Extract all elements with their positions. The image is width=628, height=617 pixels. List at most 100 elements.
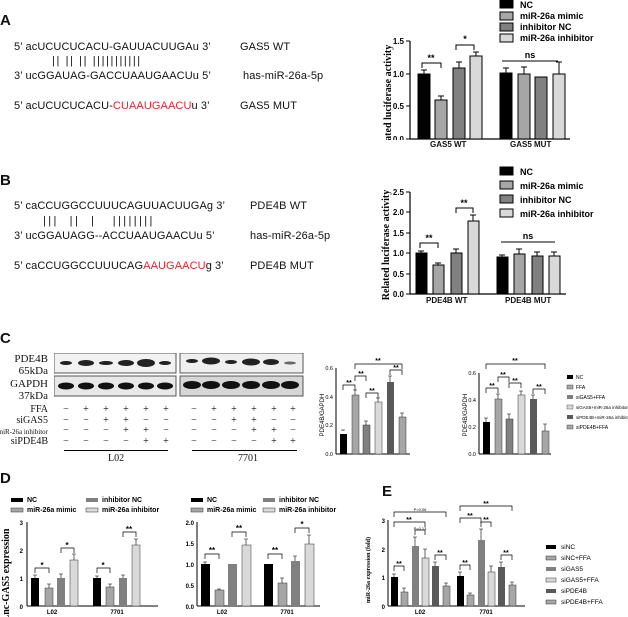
chart-e-mir26a: miR-26a expression (fold) 3 2 1 0 ** ** … (365, 501, 603, 616)
svg-text:2: 2 (20, 549, 24, 555)
svg-text:ns: ns (525, 50, 536, 60)
svg-text:NC: NC (207, 497, 217, 504)
gas5-mut-sequence: 5’ acUCUCUCACU-CUAAUGAACUu 3’ (14, 100, 210, 112)
svg-text:2.0: 2.0 (393, 208, 405, 217)
svg-text:**: ** (425, 233, 433, 243)
chart-d-pde4b: NC miR-26a mimic inhibitor NC miR-26a in… (186, 497, 337, 616)
svg-text:**: ** (462, 560, 468, 567)
chart-b-legend: NC miR-26a mimic inhibitor NC miR-26a in… (499, 166, 594, 219)
svg-text:**: ** (126, 525, 133, 534)
svg-text:**: ** (483, 517, 489, 524)
l02-group-line (64, 450, 168, 451)
svg-text:**: ** (236, 524, 243, 533)
svg-text:miR-26a inhibitor: miR-26a inhibitor (520, 209, 594, 219)
svg-text:0.0: 0.0 (186, 605, 195, 611)
svg-text:siGAS5+FFA: siGAS5+FFA (576, 395, 606, 401)
svg-text:siGAS5: siGAS5 (561, 566, 583, 573)
svg-text:**: ** (406, 517, 412, 524)
svg-text:miR-26a inhibitor: miR-26a inhibitor (102, 507, 159, 514)
svg-text:*: * (101, 561, 105, 570)
svg-text:PDE4B/GAPDH: PDE4B/GAPDH (463, 394, 469, 437)
chart-a-legend: NC miR-26a mimic inhibitor NC miR-26a in… (499, 0, 594, 43)
svg-text:0.5: 0.5 (186, 584, 195, 590)
pde4b-wt-sequence: 5’ caCCUGGCCUUUCAGUUACUUGAg 3’ (14, 200, 226, 212)
svg-text:0.4: 0.4 (325, 395, 333, 401)
chart-b-xaxis: PDE4B WT PDE4B MUT (426, 296, 552, 305)
svg-text:**: ** (396, 561, 402, 568)
svg-text:1: 1 (20, 577, 24, 583)
svg-text:1.5: 1.5 (393, 229, 405, 238)
svg-text:0.5: 0.5 (393, 102, 405, 111)
svg-text:**: ** (512, 358, 518, 365)
pde4b-mut-sequence: 5’ caCCUGGCCUUUCAGAAUGAACUg 3’ (14, 260, 224, 272)
svg-text:0.6: 0.6 (468, 371, 476, 377)
panel-letter-c: C (0, 330, 11, 347)
chart-d-gas5: NC miR-26a mimic inhibitor NC miR-26a in… (1, 497, 159, 617)
panel-letter-b: B (0, 172, 11, 189)
svg-text:NC: NC (520, 0, 533, 10)
svg-text:inhibitor NC: inhibitor NC (102, 497, 142, 504)
svg-text:L02: L02 (415, 610, 426, 616)
svg-text:**: ** (369, 388, 375, 395)
chart-a-xaxis: GAS5 WT GAS5 MUT (430, 140, 552, 149)
svg-text:2: 2 (382, 548, 386, 554)
svg-text:**: ** (358, 371, 364, 378)
svg-text:2.0: 2.0 (186, 521, 195, 527)
svg-text:miR-26a mimic: miR-26a mimic (27, 507, 77, 514)
svg-text:7701: 7701 (110, 610, 124, 616)
treatment-label-ffa: FFA (30, 404, 48, 415)
svg-text:miR-26a expression (fold): miR-26a expression (fold) (365, 537, 372, 603)
svg-text:1.5: 1.5 (393, 37, 405, 46)
pde4b-mut-site: AAUGAACU (143, 260, 206, 272)
svg-text:0.0: 0.0 (325, 452, 333, 458)
svg-text:miR-26a inhibitor: miR-26a inhibitor (520, 33, 594, 43)
svg-text:0.2: 0.2 (325, 423, 333, 429)
panel-letter-a: A (0, 12, 11, 29)
svg-text:1: 1 (382, 576, 386, 582)
western-blot-images (54, 353, 304, 397)
svg-text:**: ** (437, 550, 443, 557)
svg-text:1.0: 1.0 (186, 563, 195, 569)
chart-b-luciferase: NC miR-26a mimic inhibitor NC miR-26a in… (381, 166, 594, 300)
pde4b-wt-label: PDE4B WT (250, 200, 308, 212)
svg-text:**: ** (209, 546, 216, 555)
svg-text:Lnc-GAS5 expression: Lnc-GAS5 expression (1, 528, 12, 617)
treatment-label-mir26a-inhibitor: miR-26a inhibitor (0, 428, 48, 436)
svg-text:siGAS5+FFA: siGAS5+FFA (561, 577, 599, 584)
svg-text:P=0.06: P=0.06 (414, 507, 428, 512)
svg-text:Related luciferase activity: Related luciferase activity (383, 45, 394, 140)
chart-a-luciferase: NC miR-26a mimic inhibitor NC miR-26a in… (383, 0, 594, 140)
7701-group-line (192, 450, 297, 451)
svg-text:3: 3 (20, 521, 24, 527)
gas5-wt-label: GAS5 WT (240, 41, 291, 53)
svg-text:0.5: 0.5 (393, 270, 405, 279)
svg-text:miR-26a inhibitor: miR-26a inhibitor (279, 507, 336, 514)
pde4b-pairing-marks: ||| || | |||||||| (43, 215, 155, 227)
gas5-wt-sequence: 5’ acUCUCUCACU-GAUUACUUGAu 3’ (14, 41, 211, 53)
svg-text:siPDE4B+miR-26a inhibitor+FFA: siPDE4B+miR-26a inhibitor+FFA (576, 415, 628, 420)
svg-text:*: * (65, 541, 69, 550)
gas5-mut-site: CUAAUGAACU (112, 100, 192, 112)
svg-text:miR-26a mimic: miR-26a mimic (520, 181, 584, 191)
svg-text:*: * (40, 561, 44, 570)
svg-text:PDE4B/GAPDH: PDE4B/GAPDH (320, 394, 326, 437)
treatment-label-sigas5: siGAS5 (16, 415, 48, 426)
svg-text:NC: NC (520, 167, 533, 177)
chart-e-legend: siNC siNC+FFA siGAS5 siGAS5+FFA siPDE4B … (545, 544, 603, 606)
svg-text:siPDE4B: siPDE4B (561, 588, 587, 595)
svg-text:Related luciferase activity: Related luciferase activity (381, 190, 392, 300)
svg-text:*: * (463, 34, 467, 44)
svg-text:L02: L02 (47, 610, 58, 616)
svg-text:*: * (300, 520, 304, 529)
cell-line-l02: L02 (108, 453, 125, 464)
svg-text:**: ** (500, 372, 506, 379)
svg-text:L02: L02 (217, 610, 228, 616)
gapdh-blot-label: GAPDH 37kDa (10, 378, 48, 402)
svg-text:P=0.13: P=0.13 (414, 526, 428, 531)
svg-text:miR-26a mimic: miR-26a mimic (520, 11, 584, 21)
svg-text:0.2: 0.2 (468, 425, 476, 431)
panel-letter-d: D (0, 470, 11, 487)
svg-text:0.0: 0.0 (393, 290, 405, 299)
svg-text:**: ** (460, 198, 468, 208)
svg-text:NC: NC (576, 375, 584, 381)
